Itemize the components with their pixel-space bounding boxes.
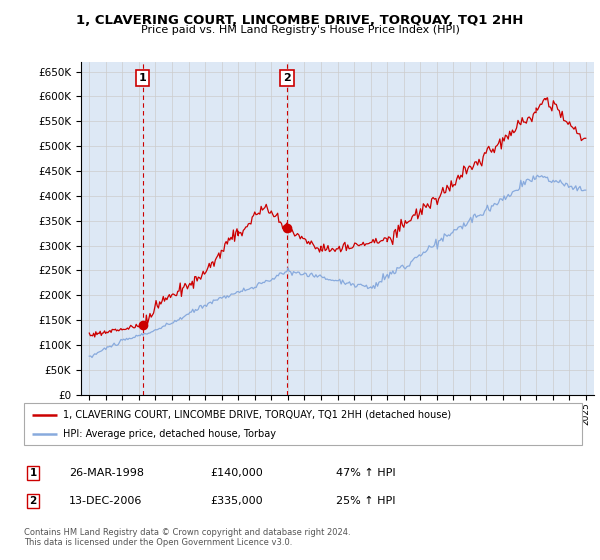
Text: 25% ↑ HPI: 25% ↑ HPI bbox=[336, 496, 395, 506]
Text: 1, CLAVERING COURT, LINCOMBE DRIVE, TORQUAY, TQ1 2HH: 1, CLAVERING COURT, LINCOMBE DRIVE, TORQ… bbox=[76, 14, 524, 27]
Text: Price paid vs. HM Land Registry's House Price Index (HPI): Price paid vs. HM Land Registry's House … bbox=[140, 25, 460, 35]
FancyBboxPatch shape bbox=[24, 403, 582, 445]
Text: Contains HM Land Registry data © Crown copyright and database right 2024.
This d: Contains HM Land Registry data © Crown c… bbox=[24, 528, 350, 548]
Text: 2: 2 bbox=[283, 73, 291, 83]
Text: 1: 1 bbox=[29, 468, 37, 478]
Text: £140,000: £140,000 bbox=[210, 468, 263, 478]
Text: 2: 2 bbox=[29, 496, 37, 506]
Text: 47% ↑ HPI: 47% ↑ HPI bbox=[336, 468, 395, 478]
Text: 13-DEC-2006: 13-DEC-2006 bbox=[69, 496, 142, 506]
Text: 1, CLAVERING COURT, LINCOMBE DRIVE, TORQUAY, TQ1 2HH (detached house): 1, CLAVERING COURT, LINCOMBE DRIVE, TORQ… bbox=[63, 409, 451, 419]
Text: £335,000: £335,000 bbox=[210, 496, 263, 506]
Text: HPI: Average price, detached house, Torbay: HPI: Average price, detached house, Torb… bbox=[63, 429, 276, 439]
Text: 1: 1 bbox=[139, 73, 146, 83]
Text: 26-MAR-1998: 26-MAR-1998 bbox=[69, 468, 144, 478]
